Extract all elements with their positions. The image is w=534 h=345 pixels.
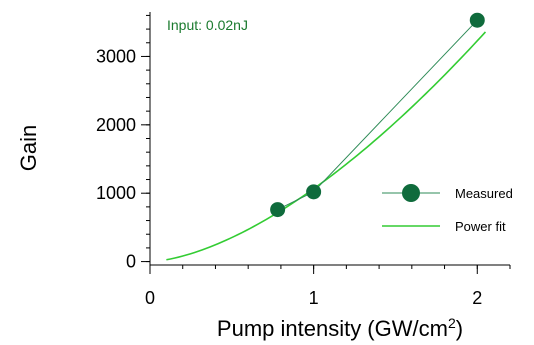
measured-point	[270, 202, 286, 218]
ticks-layer: 0 1000 2000 3000 0 1 2	[96, 14, 511, 308]
x-axis-label-main: Pump intensity (GW/cm	[217, 316, 448, 341]
x-tick-label: 0	[145, 288, 155, 308]
x-tick-label: 2	[472, 288, 482, 308]
legend-fit-label: Power fit	[455, 219, 506, 234]
x-tick-label: 1	[309, 288, 319, 308]
power-fit-curve	[166, 31, 487, 261]
y-tick-label: 3000	[96, 46, 136, 66]
y-tick-label: 0	[126, 252, 136, 272]
x-axis-label-sup: 2	[448, 315, 456, 331]
x-axis-label-close: )	[456, 316, 463, 341]
measured-point	[469, 12, 485, 28]
measured-layer	[270, 12, 485, 218]
y-tick-label: 1000	[96, 183, 136, 203]
measured-line	[277, 19, 478, 211]
fit-layer	[166, 31, 487, 261]
measured-point	[306, 184, 322, 200]
legend-measured-label: Measured	[455, 186, 513, 201]
legend: Measured Power fit	[382, 184, 513, 234]
x-axis-label: Pump intensity (GW/cm2)	[217, 315, 463, 341]
y-axis-label: Gain	[16, 125, 41, 171]
annotation-text: Input: 0.02nJ	[167, 17, 248, 33]
legend-measured-marker	[402, 184, 420, 202]
y-tick-label: 2000	[96, 115, 136, 135]
